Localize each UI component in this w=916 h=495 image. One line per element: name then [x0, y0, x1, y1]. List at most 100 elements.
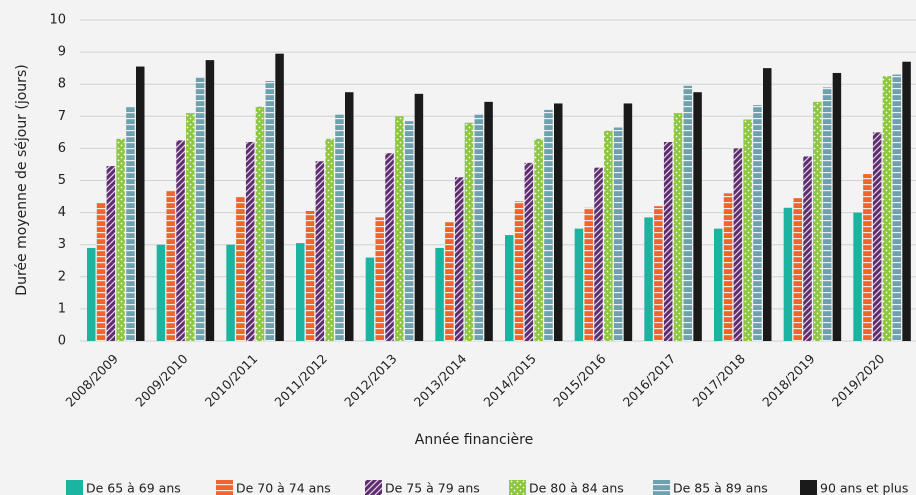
- y-tick-label: 6: [58, 141, 66, 156]
- bar: [584, 207, 593, 341]
- bar: [594, 167, 603, 341]
- bar: [166, 190, 175, 341]
- bar: [654, 206, 663, 341]
- legend-label: De 65 à 69 ans: [86, 481, 181, 495]
- y-tick-label: 7: [58, 109, 66, 124]
- bar: [663, 141, 673, 341]
- y-tick-label: 5: [58, 173, 66, 188]
- bar: [226, 244, 235, 341]
- bar: [673, 113, 683, 341]
- bar: [534, 138, 543, 341]
- bar: [832, 72, 842, 341]
- bar: [484, 101, 493, 341]
- bar: [305, 210, 315, 341]
- legend-label: 90 ans et plus: [820, 481, 908, 495]
- bar: [296, 243, 305, 341]
- bar: [186, 113, 195, 341]
- legend-swatch: [800, 480, 817, 495]
- bar: [414, 93, 424, 341]
- bar: [87, 247, 96, 341]
- bar: [683, 85, 693, 342]
- legend-swatch: [66, 480, 83, 495]
- bar: [813, 101, 822, 341]
- bar: [404, 121, 414, 342]
- x-axis-title: Année financière: [415, 432, 533, 448]
- x-tick-label: 2013/2014: [411, 351, 470, 410]
- legend-label: De 70 à 74 ans: [236, 481, 331, 495]
- bar: [743, 119, 752, 341]
- bar: [96, 202, 106, 341]
- bar: [116, 138, 125, 341]
- legend-label: De 75 à 79 ans: [385, 481, 480, 495]
- bar: [574, 228, 584, 341]
- legend-swatch: [653, 480, 670, 495]
- bar: [623, 103, 633, 342]
- x-tick-label: 2009/2010: [132, 351, 191, 410]
- legend-swatch: [216, 480, 233, 495]
- y-tick-label: 1: [58, 301, 66, 316]
- bar: [106, 166, 116, 341]
- x-tick-label: 2011/2012: [271, 351, 330, 410]
- bar: [245, 141, 255, 341]
- bar: [325, 138, 334, 341]
- bar: [853, 212, 862, 341]
- bar: [345, 92, 354, 341]
- bar: [822, 87, 832, 341]
- bar: [375, 217, 384, 341]
- x-tick-label: 2018/2019: [759, 351, 818, 410]
- bar: [236, 196, 245, 341]
- bar: [445, 222, 454, 341]
- x-tick-label: 2015/2016: [550, 351, 609, 410]
- x-tick-label: 2010/2011: [202, 351, 261, 410]
- bar: [435, 247, 444, 341]
- x-tick-label: 2012/2013: [341, 351, 400, 410]
- y-tick-label: 0: [58, 334, 66, 349]
- bar: [335, 114, 344, 341]
- y-tick-label: 2: [58, 269, 66, 284]
- bar: [454, 177, 464, 341]
- bar: [514, 201, 524, 341]
- bar: [126, 106, 135, 341]
- bar: [176, 140, 185, 341]
- bar: [524, 162, 534, 341]
- bar: [474, 114, 484, 341]
- bar: [872, 132, 882, 341]
- bar: [255, 106, 265, 341]
- bar: [385, 153, 394, 341]
- bar: [714, 228, 723, 341]
- bar: [793, 198, 802, 341]
- bar: [205, 60, 215, 341]
- x-tick-label: 2016/2017: [620, 351, 679, 410]
- x-tick-label: 2008/2009: [62, 351, 121, 410]
- legend-label: De 85 à 89 ans: [673, 481, 768, 495]
- bar: [613, 127, 623, 341]
- bar: [604, 130, 613, 341]
- bar: [803, 156, 812, 341]
- bar: [136, 66, 145, 342]
- legend-label: De 80 à 84 ans: [529, 481, 624, 495]
- y-tick-label: 4: [58, 205, 66, 220]
- legend-swatch: [365, 480, 382, 495]
- y-tick-label: 10: [49, 13, 66, 28]
- bar: [195, 77, 205, 341]
- bar: [783, 207, 793, 341]
- x-tick-label: 2014/2015: [480, 351, 539, 410]
- bar: [863, 174, 872, 341]
- bar: [882, 76, 892, 342]
- bar: [763, 68, 772, 342]
- x-tick-label: 2017/2018: [689, 351, 748, 410]
- bar: [902, 61, 911, 341]
- legend-swatch: [509, 480, 526, 495]
- bar: [365, 257, 375, 341]
- bar: [693, 92, 702, 341]
- x-tick-label: 2019/2020: [829, 351, 888, 410]
- bar: [733, 148, 743, 341]
- bar: [544, 109, 553, 341]
- bar: [554, 103, 563, 342]
- bar: [892, 74, 902, 341]
- bar: [753, 105, 762, 341]
- bar: [315, 161, 325, 341]
- bar: [505, 235, 514, 341]
- y-tick-label: 9: [58, 45, 66, 60]
